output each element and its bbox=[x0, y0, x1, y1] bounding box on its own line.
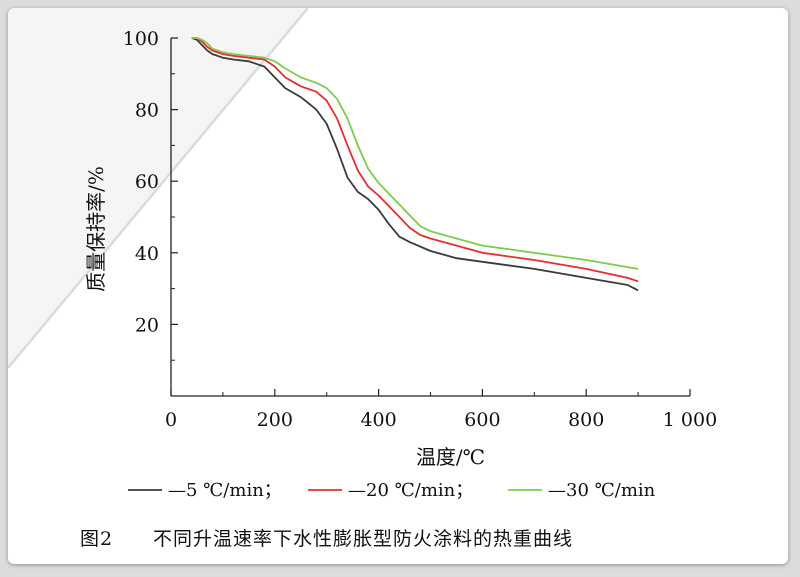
y-ticks: 20 40 60 80 100 bbox=[123, 28, 178, 361]
x-tick-label: 1 000 bbox=[663, 409, 717, 431]
y-tick-label: 60 bbox=[135, 171, 159, 193]
legend-label-1: —5 ℃/min； bbox=[168, 480, 282, 501]
x-tick-label: 600 bbox=[464, 409, 500, 431]
figure-card: 0 200 400 600 800 1 000 20 40 60 80 100 温度/℃ 质量保持… bbox=[8, 8, 788, 564]
legend-label-3: —30 ℃/min bbox=[548, 480, 656, 501]
y-tick-label: 80 bbox=[135, 100, 159, 122]
x-tick-label: 0 bbox=[165, 409, 177, 431]
x-ticks: 0 200 400 600 800 1 000 bbox=[165, 389, 717, 431]
series-line-1 bbox=[191, 37, 639, 292]
y-tick-label: 100 bbox=[123, 28, 159, 50]
x-tick-label: 800 bbox=[568, 409, 604, 431]
y-tick-label: 40 bbox=[135, 243, 159, 265]
caption-text: 不同升温速率下水性膨胀型防火涂料的热重曲线 bbox=[153, 528, 573, 550]
series-layer bbox=[191, 37, 639, 292]
axes: 0 200 400 600 800 1 000 20 40 60 80 100 bbox=[123, 28, 717, 431]
x-axis-title: 温度/℃ bbox=[416, 445, 485, 469]
y-axis-title: 质量保持率/% bbox=[84, 166, 108, 292]
x-tick-label: 200 bbox=[257, 409, 293, 431]
caption: 图2 不同升温速率下水性膨胀型防火涂料的热重曲线 bbox=[80, 528, 573, 550]
series-line-3 bbox=[191, 37, 639, 270]
series-line-2 bbox=[191, 37, 639, 283]
legend: —5 ℃/min； —20 ℃/min； —30 ℃/min bbox=[128, 480, 656, 501]
y-tick-label: 20 bbox=[135, 314, 159, 336]
tga-chart: 0 200 400 600 800 1 000 20 40 60 80 100 温度/℃ 质量保持… bbox=[80, 28, 717, 550]
caption-label: 图2 bbox=[80, 528, 113, 550]
x-tick-label: 400 bbox=[360, 409, 396, 431]
legend-label-2: —20 ℃/min； bbox=[348, 480, 473, 501]
